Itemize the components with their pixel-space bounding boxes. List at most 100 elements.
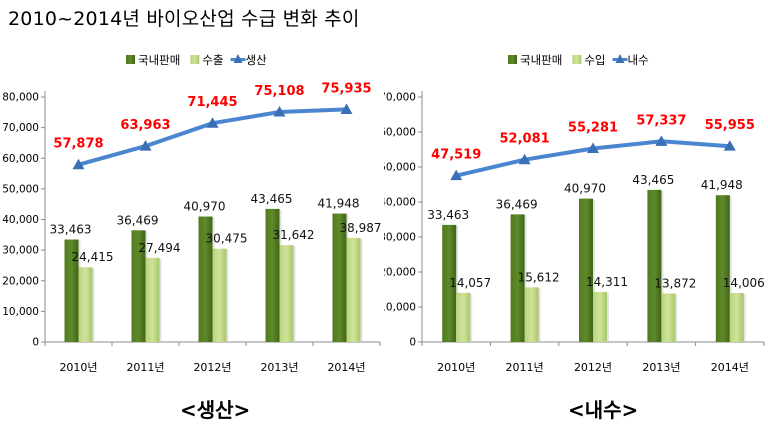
domestic-sales-bar xyxy=(579,198,593,342)
secondary-bar-label: 30,475 xyxy=(206,232,248,246)
secondary-bar-label: 31,642 xyxy=(273,228,315,242)
y-tick-label: 80,000 xyxy=(2,92,39,104)
page-title: 2010~2014년 바이오산업 수급 변화 추이 xyxy=(8,8,360,30)
total-line-label: 47,519 xyxy=(431,148,481,163)
legend-label: 수입 xyxy=(584,53,605,67)
y-tick-label: 60,000 xyxy=(384,127,416,139)
total-line-point xyxy=(723,140,736,151)
secondary-bar xyxy=(78,267,93,342)
secondary-bar-label: 14,006 xyxy=(723,276,765,290)
secondary-bar xyxy=(661,293,676,342)
y-tick-label: 30,000 xyxy=(384,232,416,244)
total-line-label: 71,445 xyxy=(187,95,237,110)
total-line-label: 57,337 xyxy=(636,113,686,128)
secondary-bar-label: 38,987 xyxy=(340,221,382,235)
secondary-bar-label: 15,612 xyxy=(518,270,560,284)
domestic-sales-label: 40,970 xyxy=(184,200,226,214)
total-line-point xyxy=(206,117,219,128)
secondary-bar xyxy=(212,248,227,342)
y-tick-label: 70,000 xyxy=(2,122,39,134)
legend-label: 국내판매 xyxy=(138,53,180,67)
total-line-label: 75,108 xyxy=(254,84,304,99)
total-line-label: 52,081 xyxy=(500,132,550,147)
y-tick-label: 0 xyxy=(409,337,416,349)
x-tick-label: 2010년 xyxy=(59,361,97,374)
total-line-label: 57,878 xyxy=(53,137,103,152)
domestic-sales-label: 40,970 xyxy=(564,182,606,196)
legend-swatch-marker xyxy=(233,54,243,63)
total-line-point xyxy=(273,105,286,117)
y-tick-label: 40,000 xyxy=(384,197,416,209)
x-tick-label: 2014년 xyxy=(327,361,365,374)
legend-swatch-marker xyxy=(615,54,625,63)
secondary-bar xyxy=(346,237,361,342)
x-tick-label: 2013년 xyxy=(260,361,298,374)
secondary-bar-label: 14,057 xyxy=(449,276,491,290)
y-tick-label: 10,000 xyxy=(384,302,416,314)
domestic-sales-bar xyxy=(442,224,457,342)
production-chart: 0 10,000 20,000 30,000 40,000 50,000 60,000 70,… xyxy=(2,53,382,374)
legend-label: 내수 xyxy=(628,53,649,67)
legend-label: 수출 xyxy=(202,53,223,67)
secondary-bar xyxy=(524,287,539,342)
y-tick-label: 10,000 xyxy=(2,306,39,318)
total-line-point xyxy=(450,169,463,181)
legend-swatch-secondary xyxy=(572,55,582,64)
x-tick-label: 2010년 xyxy=(437,361,475,374)
legend-swatch-secondary xyxy=(190,55,200,64)
y-tick-label: 30,000 xyxy=(2,245,39,257)
total-line-point xyxy=(587,142,599,154)
legend-swatch-domestic xyxy=(508,55,517,64)
y-tick-label: 0 xyxy=(32,337,39,349)
domestic-sales-label: 41,948 xyxy=(701,178,743,192)
total-line-point xyxy=(518,153,531,165)
x-tick-label: 2014년 xyxy=(711,361,749,374)
domestic-sales-bar xyxy=(715,195,730,342)
secondary-bar xyxy=(456,292,471,342)
y-tick-label: 20,000 xyxy=(2,275,39,287)
domestic-sales-label: 33,463 xyxy=(427,208,469,222)
legend-label: 생산 xyxy=(246,53,268,67)
total-line-point xyxy=(655,135,668,146)
legend-swatch-domestic xyxy=(126,55,135,64)
domestic-demand-chart: 0 10,000 20,000 30,000 40,000 50,000 60,000 70,… xyxy=(384,53,765,374)
total-line-point xyxy=(340,103,353,114)
total-line-label: 75,935 xyxy=(321,81,371,96)
total-line-label: 55,955 xyxy=(705,118,755,133)
y-tick-label: 50,000 xyxy=(2,183,39,195)
domestic-sales-label: 41,948 xyxy=(318,197,360,211)
domestic-sales-bar xyxy=(265,208,280,342)
secondary-bar-label: 13,872 xyxy=(654,276,696,290)
y-tick-label: 20,000 xyxy=(384,267,416,279)
total-line-label: 55,281 xyxy=(568,121,618,136)
domestic-demand-caption: <내수> xyxy=(568,398,639,422)
secondary-bar-label: 27,494 xyxy=(139,241,181,255)
domestic-sales-bar xyxy=(131,230,146,342)
total-line-point xyxy=(139,140,152,151)
domestic-sales-label: 33,463 xyxy=(50,223,92,237)
y-tick-label: 40,000 xyxy=(2,214,39,226)
secondary-bar xyxy=(145,257,160,342)
domestic-sales-label: 43,465 xyxy=(632,173,674,187)
domestic-sales-bar xyxy=(332,213,347,342)
secondary-bar-label: 14,311 xyxy=(586,275,628,289)
domestic-sales-label: 36,469 xyxy=(117,213,159,227)
x-tick-label: 2011년 xyxy=(126,361,164,374)
domestic-sales-bar xyxy=(64,239,79,342)
domestic-sales-bar xyxy=(647,189,662,342)
domestic-sales-label: 43,465 xyxy=(251,192,293,206)
production-caption: <생산> xyxy=(180,398,251,422)
total-line-point xyxy=(72,158,85,170)
secondary-bar-label: 24,415 xyxy=(72,250,114,264)
y-tick-label: 70,000 xyxy=(384,92,416,104)
x-tick-label: 2013년 xyxy=(642,361,680,374)
x-tick-label: 2012년 xyxy=(193,361,231,374)
legend-label: 국내판매 xyxy=(520,53,562,67)
domestic-sales-bar xyxy=(510,214,525,342)
secondary-bar xyxy=(729,292,744,342)
total-line-label: 63,963 xyxy=(120,118,170,133)
y-tick-label: 60,000 xyxy=(2,153,39,165)
x-tick-label: 2012년 xyxy=(574,361,612,374)
x-tick-label: 2011년 xyxy=(506,361,544,374)
y-tick-label: 50,000 xyxy=(384,162,416,174)
